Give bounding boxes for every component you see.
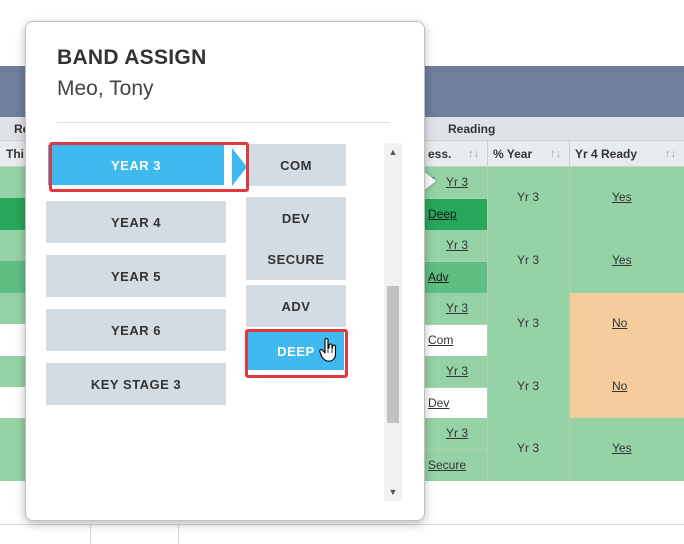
percent-year-value: Yr 3	[517, 441, 540, 455]
assessment-band-link[interactable]: Deep	[428, 207, 457, 221]
assessment-band-link[interactable]: Secure	[428, 458, 467, 472]
popup-divider	[57, 122, 390, 123]
band-option-button[interactable]: COM	[246, 144, 346, 186]
row-left-cell	[0, 167, 26, 230]
row-left-cell	[0, 356, 26, 419]
assessment-cell[interactable]: Yr 3 Adv	[423, 230, 487, 293]
popup-scrollbar[interactable]: ▲ ▼	[384, 143, 402, 501]
assessment-band-cell: Secure	[424, 449, 487, 481]
row-left-cell	[0, 293, 26, 356]
yr4-ready-cell: Yes	[569, 230, 684, 293]
sort-icon[interactable]: ↑↓	[550, 148, 561, 160]
table-row: Yr 3 Com Yr 3 No	[0, 293, 684, 356]
row-left-cell	[0, 418, 26, 481]
row-left-cell-band	[0, 261, 26, 293]
group-header-reading: Reading	[448, 122, 496, 136]
band-option-button[interactable]: DEEP	[248, 332, 344, 370]
assessment-year-link[interactable]: Yr 3	[446, 364, 469, 378]
percent-year-cell: Yr 3	[487, 418, 569, 481]
footer-divider	[178, 524, 179, 544]
selected-year-pointer	[232, 148, 247, 186]
assessment-year-link[interactable]: Yr 3	[446, 238, 469, 252]
hand-pointer-icon	[319, 338, 337, 362]
yr4-ready-link[interactable]: No	[612, 379, 628, 393]
footer-divider	[0, 524, 684, 525]
column-header-left: Thi	[6, 147, 24, 161]
assessment-year-cell: Yr 3	[424, 418, 487, 449]
percent-year-cell: Yr 3	[487, 167, 569, 230]
popup-title: BAND ASSIGN	[57, 46, 207, 69]
table-footer-lines	[0, 480, 684, 544]
yr4-ready-link[interactable]: Yes	[612, 441, 632, 455]
yr4-ready-cell: Yes	[569, 418, 684, 481]
percent-year-value: Yr 3	[517, 190, 540, 204]
column-header-assess[interactable]: ess. ↑↓	[423, 141, 487, 167]
yr4-ready-link[interactable]: No	[612, 316, 628, 330]
band-assign-popup: BAND ASSIGN Meo, Tony YEAR 3 YEAR 4 YEAR 5…	[25, 21, 425, 521]
row-left-cell-band	[0, 324, 26, 356]
percent-year-value: Yr 3	[517, 253, 540, 267]
assessment-cell[interactable]: Yr 3 Dev	[423, 356, 487, 419]
year-option-button[interactable]: YEAR 4	[46, 201, 226, 243]
assessment-band-link[interactable]: Adv	[428, 270, 449, 284]
scroll-up-arrow-icon[interactable]: ▲	[388, 147, 398, 157]
yr4-ready-cell: Yes	[569, 167, 684, 230]
percent-year-cell: Yr 3	[487, 356, 569, 419]
year-option-button[interactable]: KEY STAGE 3	[46, 363, 226, 405]
percent-year-cell: Yr 3	[487, 230, 569, 293]
assessment-year-cell: Yr 3	[424, 293, 487, 324]
assessment-band-cell: Deep	[424, 198, 487, 230]
assessment-band-link[interactable]: Dev	[428, 396, 450, 410]
assessment-cell[interactable]: Yr 3 Secure	[423, 418, 487, 481]
yr4-ready-cell: No	[569, 356, 684, 419]
row-left-cell-band	[0, 387, 26, 419]
column-header-yr4-ready[interactable]: Yr 4 Ready ↑↓	[569, 141, 684, 167]
assessment-cell[interactable]: Yr 3 Com	[423, 293, 487, 356]
scroll-down-arrow-icon[interactable]: ▼	[388, 487, 398, 497]
assessment-year-cell: Yr 3	[424, 356, 487, 387]
table-row: Yr 3 Dev Yr 3 No	[0, 356, 684, 419]
yr4-ready-link[interactable]: Yes	[612, 190, 632, 204]
sort-icon[interactable]: ↑↓	[665, 148, 676, 160]
table-row: Yr 3 Adv Yr 3 Yes	[0, 230, 684, 293]
assessment-band-cell: Adv	[424, 261, 487, 293]
scrollbar-thumb[interactable]	[387, 286, 399, 423]
year-option-button[interactable]: YEAR 6	[46, 309, 226, 351]
table-row: Yr 3 Secure Yr 3 Yes	[0, 418, 684, 481]
band-option-button[interactable]: SECURE	[246, 238, 346, 280]
assessment-band-cell: Dev	[424, 387, 487, 419]
year-option-button[interactable]: YEAR 3	[48, 145, 224, 185]
band-option-button[interactable]: DEV	[246, 197, 346, 239]
assessment-year-link[interactable]: Yr 3	[446, 301, 469, 315]
assessment-band-cell: Com	[424, 324, 487, 356]
student-name: Meo, Tony	[57, 77, 154, 100]
percent-year-value: Yr 3	[517, 379, 540, 393]
band-options-list: YEAR 3 YEAR 4 YEAR 5 YEAR 6 KEY STAGE 3 COM D…	[46, 142, 406, 502]
yr4-ready-link[interactable]: Yes	[612, 253, 632, 267]
sort-icon[interactable]: ↑↓	[468, 148, 479, 160]
assessment-year-link[interactable]: Yr 3	[446, 426, 469, 440]
percent-year-cell: Yr 3	[487, 293, 569, 356]
yr4-ready-cell: No	[569, 293, 684, 356]
percent-year-value: Yr 3	[517, 316, 540, 330]
assessment-band-link[interactable]: Com	[428, 333, 454, 347]
row-left-cell-band	[0, 198, 26, 230]
assessment-year-cell: Yr 3	[424, 230, 487, 261]
band-option-button[interactable]: ADV	[246, 285, 346, 327]
row-left-cell	[0, 230, 26, 293]
popup-pointer	[422, 170, 436, 192]
year-option-button[interactable]: YEAR 5	[46, 255, 226, 297]
assessment-year-link[interactable]: Yr 3	[446, 175, 469, 189]
column-header-percent-year[interactable]: % Year ↑↓	[487, 141, 569, 167]
footer-divider	[90, 524, 91, 544]
